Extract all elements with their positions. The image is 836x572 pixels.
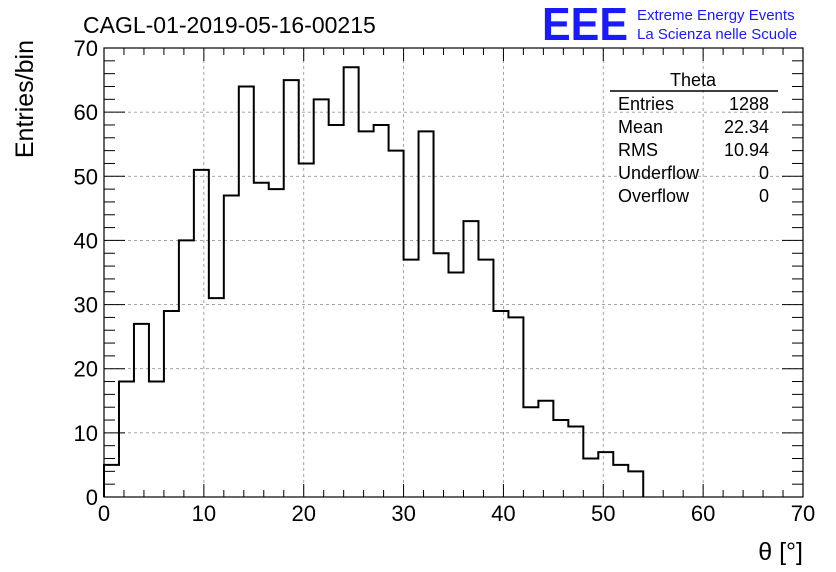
y-tick-label: 50: [74, 164, 98, 189]
histogram-bin: [508, 317, 523, 497]
logo-line-1: Extreme Energy Events: [637, 7, 795, 24]
histogram-bin: [583, 459, 598, 497]
y-tick-label: 30: [74, 293, 98, 318]
histogram-bin: [104, 465, 119, 497]
histogram-bin: [119, 382, 134, 497]
histogram-bin: [359, 131, 374, 497]
histogram-bin: [224, 196, 239, 497]
x-tick-label: 40: [491, 501, 515, 526]
histogram-bin: [478, 260, 493, 497]
histogram-bin: [314, 99, 329, 497]
histogram-series: [103, 66, 645, 498]
stats-row-label: Entries: [618, 94, 674, 114]
y-tick-label: 60: [74, 100, 98, 125]
histogram-bin: [449, 273, 464, 498]
x-tick-label: 50: [591, 501, 615, 526]
x-tick-label: 0: [98, 501, 110, 526]
histogram-bin: [374, 125, 389, 497]
stats-row-label: Overflow: [618, 186, 690, 206]
plot-frame: [103, 47, 804, 498]
histogram-bin: [568, 426, 583, 497]
eee-logo-mark: EEE: [542, 0, 628, 50]
x-tick-label: 30: [391, 501, 415, 526]
histogram-bin: [194, 170, 209, 497]
x-tick-label: 60: [691, 501, 715, 526]
histogram-bin: [598, 452, 613, 497]
histogram-bin: [299, 163, 314, 497]
histogram-outline: [103, 66, 645, 497]
histogram-bin: [434, 253, 449, 497]
axis-ticks: [103, 47, 804, 498]
histogram-bin: [463, 221, 478, 497]
histogram-bin: [523, 407, 538, 497]
histogram-bin: [254, 183, 269, 497]
histogram-bin: [134, 324, 149, 497]
stats-row-label: Mean: [618, 117, 663, 137]
grid: [104, 48, 803, 497]
histogram-bin: [149, 382, 164, 497]
histogram-bin: [628, 471, 643, 497]
histogram-bin: [179, 240, 194, 497]
y-axis-label: Entries/bin: [11, 40, 39, 158]
histogram-bin: [553, 420, 568, 497]
x-tick-label: 70: [791, 501, 815, 526]
y-tick-label: 40: [74, 228, 98, 253]
stats-row-value: 1288: [729, 94, 769, 114]
stats-row-value: 22.34: [724, 117, 769, 137]
stats-row-value: 0: [759, 186, 769, 206]
histogram-bin: [419, 131, 434, 497]
histogram-bin: [164, 311, 179, 497]
eee-logo: EEE Extreme Energy Events La Scienza nel…: [542, 0, 797, 50]
histogram-bin: [613, 465, 628, 497]
chart-title: CAGL-01-2019-05-16-00215: [83, 12, 376, 38]
histogram-bin: [404, 260, 419, 497]
stats-row-label: Underflow: [618, 163, 700, 183]
y-tick-label: 70: [74, 36, 98, 61]
logo-line-2: La Scienza nelle Scuole: [637, 26, 797, 43]
histogram-bin: [269, 189, 284, 497]
stats-row-label: RMS: [618, 140, 658, 160]
stats-row-value: 10.94: [724, 140, 769, 160]
x-tick-label: 10: [192, 501, 216, 526]
stats-box: Theta Entries 1288 Mean 22.34 RMS 10.94 Underf…: [610, 70, 778, 206]
histogram-bin: [389, 151, 404, 497]
histogram-bin: [209, 298, 224, 497]
histogram-bin: [329, 125, 344, 497]
x-tick-label: 20: [291, 501, 315, 526]
y-tick-label: 10: [74, 421, 98, 446]
x-axis-label: θ [°]: [758, 538, 803, 566]
histogram-bin: [239, 86, 254, 497]
histogram-bin: [344, 67, 359, 497]
histogram-bin: [538, 401, 553, 497]
y-tick-label: 20: [74, 357, 98, 382]
tick-labels: 0 10 20 30 40 50 60 70 0 10 20 30 40 50 60 70: [74, 36, 816, 526]
y-tick-label: 0: [86, 485, 98, 510]
histogram-bin: [284, 80, 299, 497]
histogram-bin: [493, 311, 508, 497]
stats-title: Theta: [670, 70, 717, 90]
stats-row-value: 0: [759, 163, 769, 183]
